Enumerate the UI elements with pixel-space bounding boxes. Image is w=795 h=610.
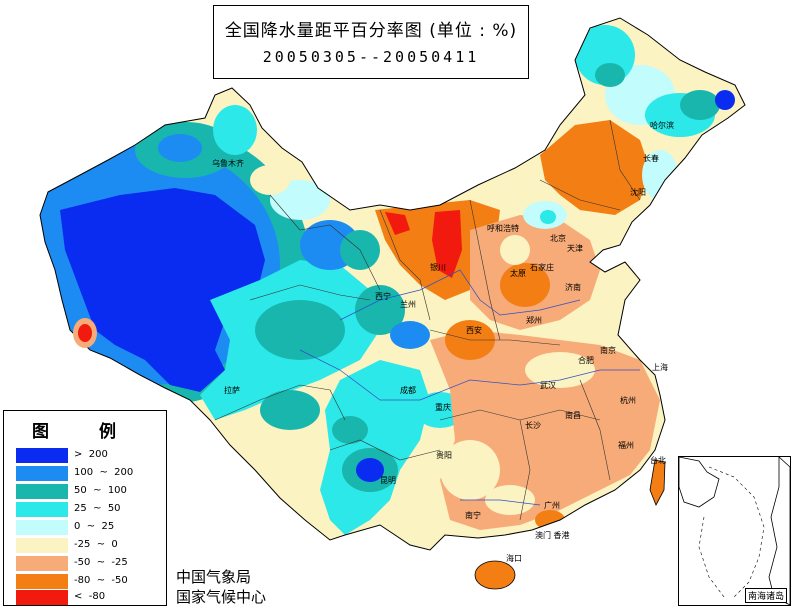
city-label-chengdu: 成都 xyxy=(400,386,416,395)
legend-swatch xyxy=(16,574,68,589)
agency-line2: 国家气候中心 xyxy=(176,588,267,606)
city-label-kunming: 昆明 xyxy=(380,476,396,485)
legend-swatch xyxy=(16,556,68,571)
map-title: 全国降水量距平百分率图 (单位 : %) xyxy=(224,21,518,41)
legend-range: 50 ~ 100 xyxy=(74,485,127,496)
city-label-shanghai: 上海 xyxy=(652,363,668,372)
city-label-nanchang: 南昌 xyxy=(565,411,581,420)
city-label-beijing: 北京 xyxy=(550,234,566,243)
city-label-taiyuan: 太原 xyxy=(510,269,526,278)
legend-item: 50 ~ 100 xyxy=(16,484,166,502)
legend-item: -80 ~ -50 xyxy=(16,574,166,592)
city-label-taipei: 台北 xyxy=(650,456,666,465)
legend-item: -50 ~ -25 xyxy=(16,556,166,574)
legend-range: > 200 xyxy=(74,449,108,460)
rivers xyxy=(299,269,640,506)
legend-range: 0 ~ 25 xyxy=(74,521,115,532)
legend-swatch xyxy=(16,538,68,553)
legend-swatch xyxy=(16,448,68,463)
city-label-guiyang: 贵阳 xyxy=(436,451,452,460)
taiwan-island xyxy=(649,459,666,506)
city-label-jinan: 济南 xyxy=(565,283,581,292)
city-label-nanjing: 南京 xyxy=(600,346,616,355)
city-label-nanning: 南宁 xyxy=(465,511,481,520)
city-label-fuzhou: 福州 xyxy=(618,441,634,450)
legend-item: < -80 xyxy=(16,590,166,608)
city-label-zhengzhou: 郑州 xyxy=(526,316,542,325)
city-label-shenyang: 沈阳 xyxy=(630,188,646,197)
legend-swatch xyxy=(16,466,68,481)
legend-swatch xyxy=(16,502,68,517)
map-period: 20050305--20050411 xyxy=(262,48,480,66)
city-label-wuhan: 武汉 xyxy=(540,381,556,390)
legend: 图 例 > 200 100 ~ 200 50 ~ 100 25 ~ 50 0 ~… xyxy=(3,410,167,606)
legend-item: -25 ~ 0 xyxy=(16,538,166,556)
city-label-lanzhou: 兰州 xyxy=(400,300,416,309)
city-label-yinchuan: 银川 xyxy=(430,263,446,272)
legend-title: 图 例 xyxy=(32,422,138,442)
city-label-changsha: 长沙 xyxy=(525,421,541,430)
province-boundaries xyxy=(214,119,641,521)
city-label-changchun: 长春 xyxy=(643,154,659,163)
legend-range: -80 ~ -50 xyxy=(74,575,128,586)
south-china-sea-inset: 南海诸岛 xyxy=(678,456,791,606)
city-label-haikou: 海口 xyxy=(506,554,522,563)
legend-item: 0 ~ 25 xyxy=(16,520,166,538)
city-label-hangzhou: 杭州 xyxy=(620,396,636,405)
legend-range: < -80 xyxy=(74,591,106,602)
city-label-xian: 西安 xyxy=(466,326,482,335)
city-label-lhasa: 拉萨 xyxy=(224,386,240,395)
legend-item: 25 ~ 50 xyxy=(16,502,166,520)
city-label-guangzhou: 广州 xyxy=(544,501,560,510)
legend-item: 100 ~ 200 xyxy=(16,466,166,484)
city-label-harbin: 哈尔滨 xyxy=(650,121,674,130)
inset-map xyxy=(678,456,791,606)
legend-range: 100 ~ 200 xyxy=(74,467,134,478)
city-label-urumqi: 乌鲁木齐 xyxy=(212,159,244,168)
legend-swatch xyxy=(16,590,68,605)
inset-label: 南海诸岛 xyxy=(744,588,787,603)
city-label-shijiazhuang: 石家庄 xyxy=(530,263,554,272)
map-title-box: 全国降水量距平百分率图 (单位 : %) 20050305--20050411 xyxy=(213,5,529,79)
legend-range: 25 ~ 50 xyxy=(74,503,121,514)
legend-swatch xyxy=(16,484,68,499)
city-label-macau-hongkong: 澳门 香港 xyxy=(535,531,570,540)
hainan-island xyxy=(474,560,516,590)
legend-range: -25 ~ 0 xyxy=(74,539,118,550)
agency-line1: 中国气象局 xyxy=(176,568,252,586)
legend-range: -50 ~ -25 xyxy=(74,557,128,568)
city-label-chongqing: 重庆 xyxy=(435,403,451,412)
legend-swatch xyxy=(16,520,68,535)
anomaly-spot-west-core xyxy=(78,324,92,342)
city-label-hohhot: 呼和浩特 xyxy=(487,224,519,233)
city-label-hefei: 合肥 xyxy=(578,356,594,365)
city-label-xining: 西宁 xyxy=(375,292,391,301)
legend-item: > 200 xyxy=(16,448,166,466)
city-label-tianjin: 天津 xyxy=(567,244,583,253)
